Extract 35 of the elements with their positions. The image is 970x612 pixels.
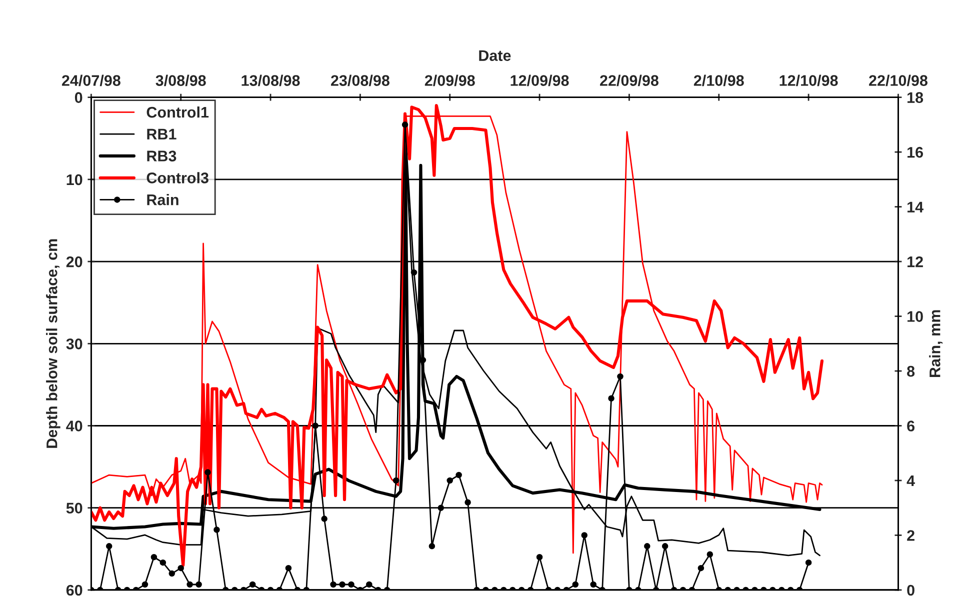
x-tick-label: 3/08/98: [156, 74, 206, 86]
y2-tick-label: 6: [907, 420, 914, 432]
y2-tick-label: 14: [908, 202, 924, 212]
y-tick-label: 30: [66, 338, 82, 350]
legend-label: Control1: [146, 106, 209, 118]
x-tick-label: 2/09/98: [424, 74, 475, 86]
y-tick-label: 20: [66, 256, 82, 268]
y2-tick-label: 0: [907, 584, 914, 596]
x-axis-title: Date: [479, 50, 511, 61]
y2-tick-label: 16: [908, 146, 923, 158]
x-tick-label: 22/09/98: [600, 74, 658, 86]
y2-tick-label: 18: [908, 92, 924, 103]
y-axis-title: Depth below soil surface, cm: [46, 239, 60, 448]
y-tick-label: 0: [74, 92, 82, 103]
x-tick-label: 2/10/98: [694, 74, 744, 86]
x-tick-label: 13/08/98: [242, 74, 300, 86]
legend-label: Control3: [146, 172, 208, 184]
y-tick-label: 10: [66, 174, 82, 186]
y2-tick-label: 10: [908, 311, 923, 322]
y2-axis-title: Rain, mm: [929, 310, 943, 377]
y-tick-label: 40: [66, 420, 82, 432]
legend-label: RB3: [147, 150, 176, 162]
x-tick-label: 24/07/98: [62, 74, 120, 86]
legend-label: Rain: [147, 194, 178, 206]
x-tick-label: 22/10/98: [869, 74, 928, 86]
y-tick-label: 60: [66, 584, 82, 596]
x-tick-label: 12/10/98: [780, 74, 838, 86]
y2-tick-label: 2: [907, 530, 914, 541]
x-tick-label: 23/08/98: [330, 74, 390, 86]
x-tick-label: 12/09/98: [510, 74, 569, 86]
y2-tick-label: 4: [906, 476, 915, 486]
y2-tick-label: 8: [907, 366, 915, 377]
y-tick-label: 50: [66, 502, 82, 514]
legend-label: RB1: [147, 128, 176, 140]
y2-tick-label: 12: [908, 256, 923, 268]
